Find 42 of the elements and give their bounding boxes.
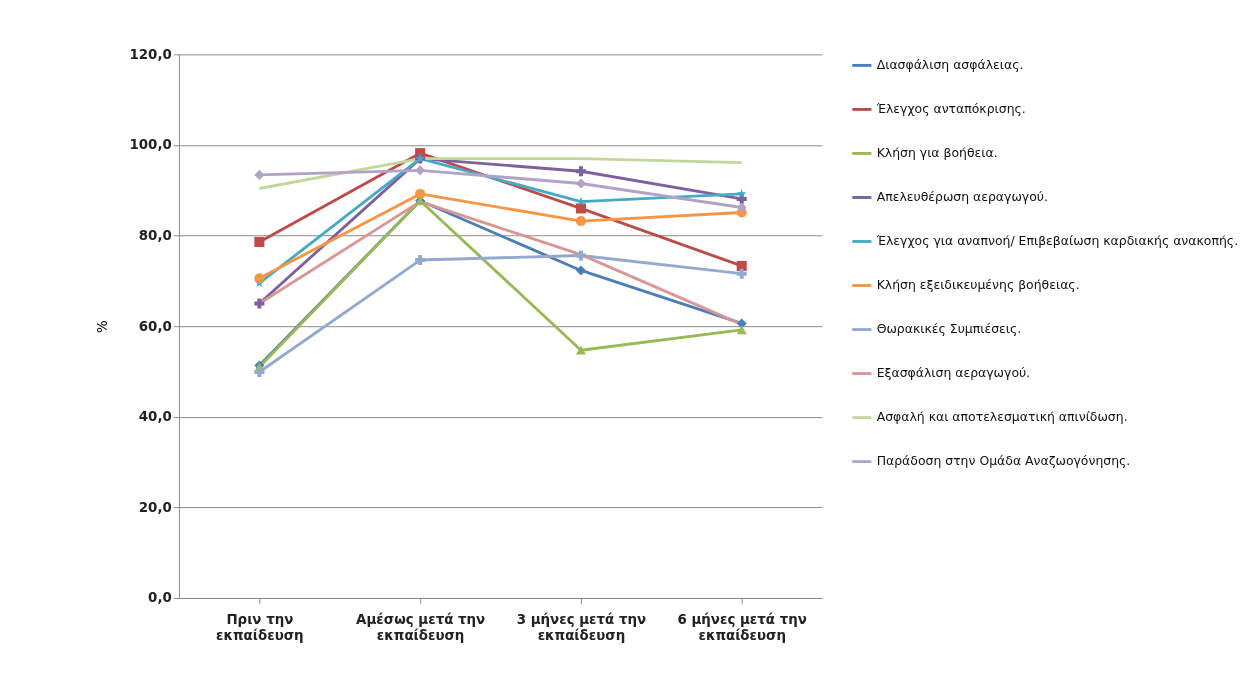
y-tick-label: 20,0 [138,499,172,515]
point [575,203,586,214]
point [254,273,265,284]
point [736,260,747,271]
point [575,216,586,227]
legend-label: Έλεγχος ανταπόκρισης. [875,101,1026,117]
legend-label: Απελευθέρωση αεραγωγού. [876,189,1048,205]
point [415,165,426,176]
point [736,318,747,329]
y-axis-title: % [95,320,111,334]
point [254,366,265,377]
x-tick-label: 6 μήνες μετά την εκπαίδευση [677,612,807,643]
legend-label: Εξασφάλιση αεραγωγού. [876,365,1031,381]
point [254,298,265,309]
legend-label: Θωρακικές Συμπιέσεις. [876,321,1022,337]
point [254,236,265,247]
point [736,188,747,198]
point [736,325,747,335]
point [254,169,265,180]
point [415,255,426,266]
point [575,250,586,261]
legend-label: Κλήση για βοήθεια. [876,145,998,161]
legend-label: Κλήση εξειδικευμένης βοήθειας. [876,277,1080,293]
point [575,345,586,355]
point [575,265,586,276]
point [415,188,426,199]
legend-label: Διασφάλιση ασφάλειας. [876,57,1024,73]
legend-label: Έλεγχος για αναπνοή/ Επιβεβαίωση καρδιακής ανακοπής. [875,233,1239,249]
point [736,268,747,279]
point [575,166,586,177]
y-tick-label: 0,0 [148,590,172,606]
legend-label: Ασφαλή και αποτελεσματική απινίδωση. [876,409,1128,425]
y-tick-label: 100,0 [129,137,172,153]
y-tick-label: 40,0 [138,409,172,425]
x-tick-label: Πριν την εκπαίδευση [216,612,304,643]
y-tick-label: 60,0 [138,318,172,334]
legend-label: Παράδοση στην Ομάδα Αναζωογόνησης. [876,453,1131,469]
y-tick-label: 120,0 [129,46,172,62]
x-tick-label: Αμέσως μετά την εκπαίδευση [356,612,486,643]
x-tick-label: 3 μήνες μετά την εκπαίδευση [516,612,647,643]
y-tick-label: 80,0 [138,227,172,243]
point [736,202,747,213]
